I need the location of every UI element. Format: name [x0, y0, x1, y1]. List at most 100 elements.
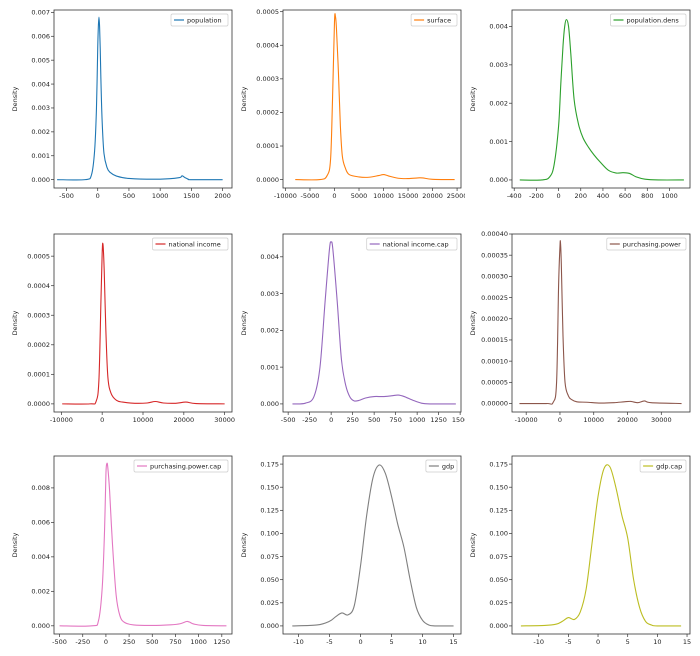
x-tick-label: 10000	[373, 192, 394, 200]
density-curve	[292, 241, 456, 405]
x-tick-label: -10	[533, 638, 544, 646]
legend-box	[606, 237, 687, 251]
y-tick-label: 0.00000	[481, 400, 508, 408]
y-tick-label: 0.0003	[256, 75, 279, 83]
legend-label: gdp	[442, 462, 454, 470]
legend-label: national income.cap	[383, 240, 449, 248]
y-tick-label: 0.0004	[27, 282, 50, 290]
legend-label: surface	[427, 16, 451, 24]
y-tick-label: 0.0000	[256, 176, 279, 184]
x-tick-label: 5	[626, 638, 630, 646]
axes-frame	[53, 455, 233, 635]
x-tick-label: 15000	[398, 192, 419, 200]
y-tick-label: 0.00010	[481, 357, 508, 365]
y-tick-label: 0.004	[260, 253, 279, 261]
x-tick-label: 30000	[214, 416, 235, 424]
y-tick-label: 0.004	[31, 553, 50, 561]
y-axis-label: Density	[469, 310, 477, 335]
x-tick-label: 500	[123, 192, 135, 200]
x-tick-label: 30000	[651, 416, 672, 424]
y-tick-label: 0.0005	[256, 8, 279, 16]
axes-frame	[282, 455, 462, 635]
x-tick-label: 1250	[430, 416, 447, 424]
x-tick-label: 500	[146, 638, 158, 646]
axes-frame	[53, 9, 233, 189]
legend-label: purchasing.power.cap	[150, 462, 221, 470]
y-tick-label: 0.000	[489, 622, 508, 630]
x-tick-label: 750	[389, 416, 401, 424]
x-tick-label: 0	[332, 192, 336, 200]
x-tick-label: 10000	[583, 416, 604, 424]
y-axis-label: Density	[240, 532, 248, 557]
y-tick-label: 0.0002	[256, 109, 279, 117]
y-tick-label: 0.000	[260, 400, 279, 408]
subplot-gdp-cap: -10 -5 0 5 10 15 0.000 0.025 0.050 0.075 0.100 0.12…	[469, 455, 691, 646]
density-curve	[57, 16, 223, 181]
x-tick-label: 1000	[152, 192, 169, 200]
subplot-population-dens: -400 -200 0 200 400 600 800 1000 0.000 0.001 0.002…	[469, 9, 691, 200]
subplot-gdp: -10 -5 0 5 10 15 0.000 0.025 0.050 0.075 0.100 0.12…	[240, 455, 462, 646]
y-tick-label: 0.125	[260, 507, 279, 515]
y-axis-label: Density	[469, 86, 477, 111]
x-tick-label: 250	[346, 416, 358, 424]
x-tick-label: -10000	[515, 416, 538, 424]
y-tick-label: 0.000	[31, 176, 50, 184]
density-curve	[519, 240, 682, 405]
y-tick-label: 0.025	[489, 599, 508, 607]
legend-label: population.dens	[627, 16, 680, 24]
y-tick-label: 0.001	[260, 363, 279, 371]
y-tick-label: 0.00040	[481, 230, 508, 238]
y-tick-label: 0.0000	[27, 400, 50, 408]
density-curve	[62, 242, 225, 405]
y-tick-label: 0.175	[489, 460, 508, 468]
x-tick-label: 1250	[214, 638, 231, 646]
y-tick-label: 0.00025	[481, 294, 508, 302]
y-tick-label: 0.100	[489, 530, 508, 538]
y-tick-label: 0.00035	[481, 251, 508, 259]
y-tick-label: 0.00005	[481, 379, 508, 387]
x-tick-label: 20000	[422, 192, 443, 200]
x-tick-label: 500	[368, 416, 380, 424]
y-tick-label: 0.00020	[481, 315, 508, 323]
y-axis-label: Density	[11, 86, 19, 111]
axes-frame	[53, 233, 233, 413]
y-tick-label: 0.150	[260, 483, 279, 491]
subplot-purchasing-power-cap: -500 -250 0 250 500 750 1000 1250 0.000 0.002 0.00…	[11, 455, 233, 646]
density-curve	[292, 464, 454, 627]
y-tick-label: 0.050	[489, 576, 508, 584]
legend-label: purchasing.power	[623, 240, 681, 248]
y-axis-label: Density	[469, 532, 477, 557]
y-tick-label: 0.000	[489, 176, 508, 184]
y-tick-label: 0.006	[31, 32, 50, 40]
subplot-national-income-cap: -500 -250 0 250 500 750 1000 1250 1500 0.000 0.001…	[240, 233, 465, 424]
y-tick-label: 0.075	[489, 553, 508, 561]
x-tick-label: -400	[507, 192, 522, 200]
y-tick-label: 0.025	[260, 599, 279, 607]
legend-box	[133, 459, 229, 473]
y-axis-label: Density	[240, 310, 248, 335]
x-tick-label: 20000	[617, 416, 638, 424]
legend-box	[610, 13, 687, 27]
x-tick-label: 15	[683, 638, 691, 646]
y-tick-label: 0.150	[489, 483, 508, 491]
y-tick-label: 0.000	[260, 622, 279, 630]
y-tick-label: 0.002	[31, 128, 50, 136]
y-tick-label: 0.002	[260, 327, 279, 335]
subplot-population: -500 0 500 1000 1500 2000 0.000 0.001 0.002 0.003…	[11, 9, 233, 200]
x-tick-label: -250	[75, 638, 90, 646]
y-tick-label: 0.003	[260, 290, 279, 298]
x-tick-label: 0	[557, 192, 561, 200]
y-tick-label: 0.007	[31, 9, 50, 17]
x-tick-label: 0	[96, 192, 100, 200]
y-axis-label: Density	[240, 86, 248, 111]
density-curve	[295, 13, 455, 181]
x-tick-label: 600	[619, 192, 631, 200]
x-tick-label: 1500	[452, 416, 465, 424]
x-tick-label: 20000	[173, 416, 194, 424]
y-tick-label: 0.008	[31, 484, 50, 492]
axes-frame	[511, 233, 691, 413]
x-tick-label: 1000	[190, 638, 207, 646]
x-tick-label: -250	[302, 416, 317, 424]
y-tick-label: 0.100	[260, 530, 279, 538]
